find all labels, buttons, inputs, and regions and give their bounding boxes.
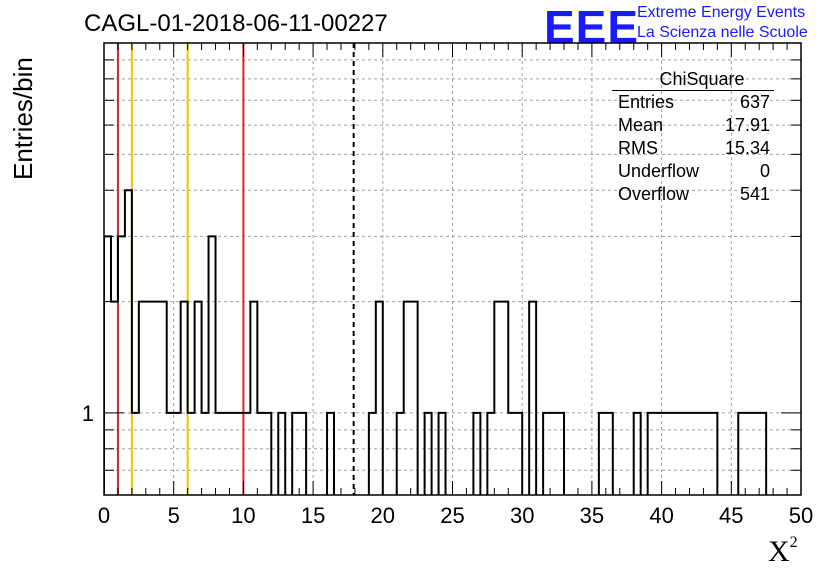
eee-logo: EEE Extreme Energy Events La Scienza nel…	[544, 1, 834, 53]
stats-key: Underflow	[618, 161, 700, 181]
stats-box: ChiSquare Entries 637 Mean 17.91 RMS 15.34 …	[612, 68, 774, 206]
stats-row-entries: Entries 637	[612, 91, 774, 114]
stats-value: 17.91	[724, 115, 770, 135]
x-tick-label: 20	[371, 503, 395, 528]
x-tick-label: 50	[789, 503, 813, 528]
stats-value: 541	[739, 184, 770, 204]
stats-row-rms: RMS 15.34	[612, 137, 774, 160]
chart-title: CAGL-01-2018-06-11-00227	[84, 10, 388, 37]
stats-row-overflow: Overflow 541	[612, 183, 774, 206]
stats-value: 0	[759, 161, 770, 181]
stats-key: RMS	[618, 138, 658, 158]
logo-line2: La Scienza nelle Scuole	[637, 24, 808, 41]
stats-key: Entries	[618, 92, 675, 112]
x-tick-label: 25	[440, 503, 464, 528]
x-tick-label: 30	[510, 503, 534, 528]
logo-line1: Extreme Energy Events	[637, 4, 806, 21]
x-axis-label: X2	[768, 534, 798, 569]
x-axis-label-superscript: 2	[789, 534, 798, 551]
y-tick-label: 1	[82, 401, 94, 426]
x-tick-label: 35	[580, 503, 604, 528]
stats-key: Overflow	[618, 184, 690, 204]
logo-mark: EEE	[544, 1, 640, 53]
x-tick-label: 10	[231, 503, 255, 528]
x-axis-label-base: X	[768, 535, 790, 568]
stats-value: 15.34	[724, 138, 770, 158]
stats-key: Mean	[618, 115, 664, 135]
x-tick-label: 45	[719, 503, 743, 528]
stats-header: ChiSquare	[612, 68, 774, 91]
stats-row-underflow: Underflow 0	[612, 160, 774, 183]
x-tick-label: 40	[649, 503, 673, 528]
x-tick-label: 15	[301, 503, 325, 528]
histogram-series	[104, 189, 768, 495]
stats-value: 637	[739, 92, 770, 112]
stats-row-mean: Mean 17.91	[612, 114, 774, 137]
x-tick-label: 0	[98, 503, 110, 528]
x-tick-label: 5	[168, 503, 180, 528]
